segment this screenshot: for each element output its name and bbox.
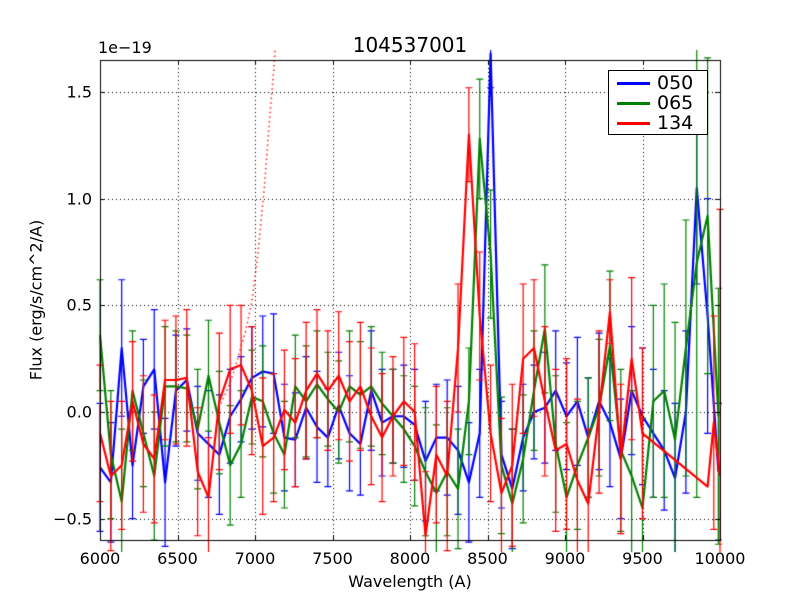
x-axis-label: Wavelength (A) (348, 572, 472, 591)
plot-title: 104537001 (352, 33, 468, 57)
y-tick-label: 1.0 (66, 189, 92, 209)
legend-line-red-icon (617, 121, 650, 125)
x-tick-label: 10000 (694, 549, 746, 568)
y-tick-label: −0.5 (53, 509, 92, 529)
x-tick-label: 9500 (622, 549, 663, 568)
legend-entry-050: 050 (617, 73, 707, 93)
legend-line-green-icon (617, 101, 650, 105)
x-tick-label: 8500 (467, 549, 508, 568)
y-tick-label: 1.5 (66, 82, 92, 102)
legend-label: 134 (657, 112, 694, 134)
y-axis-offset-text: 1e−19 (98, 38, 152, 57)
legend-label: 065 (657, 92, 694, 114)
x-tick-label: 8000 (389, 549, 431, 568)
x-tick-label: 7000 (234, 549, 276, 568)
legend: 050 065 134 (608, 70, 708, 135)
legend-entry-065: 065 (617, 93, 707, 113)
legend-line-blue-icon (617, 81, 650, 85)
x-tick-label: 6500 (157, 549, 198, 568)
x-tick-label: 6000 (79, 549, 121, 568)
x-tick-label: 7500 (312, 549, 353, 568)
y-tick-label: 0.5 (66, 295, 92, 315)
x-tick-label: 9000 (544, 549, 586, 568)
legend-entry-134: 134 (617, 113, 707, 133)
y-tick-label: 0.0 (66, 402, 92, 422)
legend-label: 050 (657, 72, 694, 94)
